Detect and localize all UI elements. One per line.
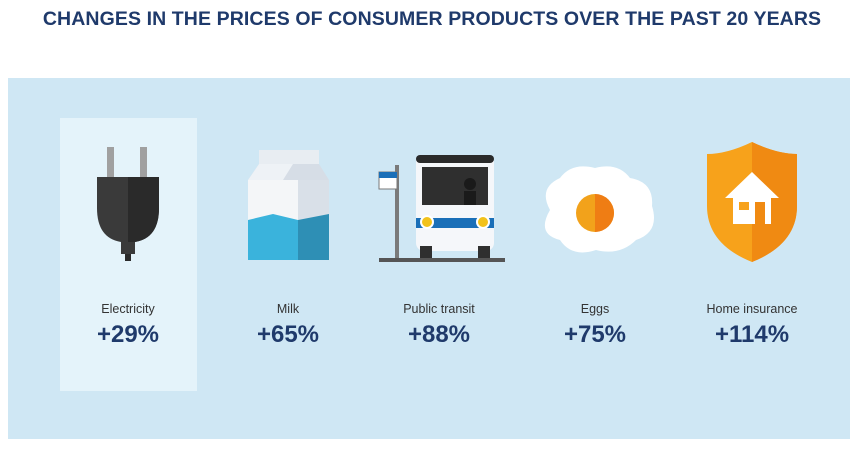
- category-label: Electricity: [101, 302, 155, 316]
- category-label: Eggs: [580, 302, 610, 316]
- category-item-milk: Milk +65%: [213, 140, 363, 380]
- category-label: Milk: [276, 302, 300, 316]
- chart-title: CHANGES IN THE PRICES OF CONSUMER PRODUC…: [42, 8, 822, 30]
- fried-egg-icon: [544, 166, 654, 253]
- milk-carton-icon: [248, 150, 329, 260]
- shield-house-icon: [707, 142, 797, 262]
- value-label: +75%: [563, 321, 627, 348]
- category-label: Home insurance: [706, 302, 798, 316]
- bus-stop-icon: [378, 155, 505, 262]
- category-label: Public transit: [403, 302, 475, 316]
- value-label: +114%: [714, 321, 790, 348]
- category-item-eggs: Eggs +75%: [520, 140, 670, 380]
- category-item-electricity: Electricity +29%: [53, 140, 203, 380]
- value-label: +88%: [407, 321, 471, 348]
- value-label: +65%: [256, 321, 320, 348]
- plug-icon: [97, 147, 159, 261]
- category-item-home-insurance: Home insurance +114%: [677, 140, 827, 380]
- value-label: +29%: [96, 321, 160, 348]
- category-item-public-transit: Public transit +88%: [364, 140, 514, 380]
